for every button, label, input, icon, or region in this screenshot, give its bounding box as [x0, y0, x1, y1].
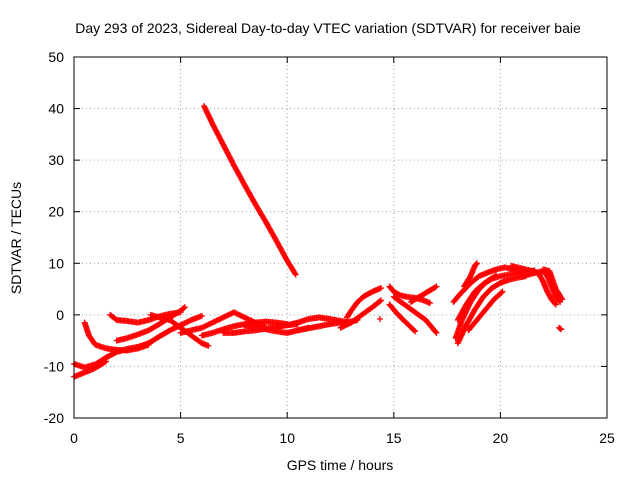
data-point	[291, 270, 298, 277]
data-point	[433, 329, 440, 336]
y-tick-label: 10	[48, 255, 64, 271]
x-tick-label: 25	[599, 430, 615, 446]
data-point	[412, 328, 419, 335]
series-arc-22-23	[540, 266, 566, 303]
data-point	[498, 289, 505, 296]
x-tick-label: 0	[70, 430, 78, 446]
data-point	[559, 296, 566, 303]
x-tick-label: 20	[493, 430, 509, 446]
series-arc-15-17a	[390, 293, 440, 336]
series-arc-rise-13	[343, 285, 385, 321]
data-point	[378, 297, 385, 304]
axis-ticks	[73, 56, 608, 419]
data-point	[499, 288, 506, 295]
series-arc-rise-13b	[337, 297, 385, 331]
series-point-22-8	[556, 324, 565, 333]
data-point	[473, 261, 480, 268]
series-arc-18-low	[454, 273, 529, 347]
data-point	[198, 312, 205, 319]
y-axis-label: SDTVAR / TECUs	[8, 182, 24, 294]
y-tick-label: 30	[48, 152, 64, 168]
plot-frame	[73, 56, 608, 419]
x-tick-label: 5	[177, 430, 185, 446]
data-point	[558, 326, 565, 333]
x-tick-label: 10	[279, 430, 295, 446]
y-tick-label: -20	[44, 410, 64, 426]
data-point	[557, 325, 564, 332]
data-series	[71, 102, 566, 380]
data-point	[473, 260, 480, 267]
data-point	[427, 299, 434, 306]
series-arc-19-neg	[465, 288, 506, 334]
series-arc-high-descent	[201, 102, 299, 278]
series-arc-15-16	[386, 283, 434, 306]
chart-title: Day 293 of 2023, Sidereal Day-to-day VTE…	[75, 20, 581, 36]
data-point	[433, 283, 440, 290]
series-arc-15-16b	[386, 301, 419, 335]
x-tick-label: 15	[386, 430, 402, 446]
series-arc-6-10	[198, 318, 291, 339]
data-point	[432, 284, 439, 291]
series-arc-18-5	[461, 260, 480, 290]
data-point	[493, 272, 500, 279]
data-point	[491, 273, 498, 280]
series-arc-21-23b	[508, 262, 559, 308]
data-point	[432, 328, 439, 335]
series-arc-16-17	[407, 283, 440, 305]
data-point	[558, 295, 565, 302]
y-tick-label: -10	[44, 358, 64, 374]
series-point-14-4	[376, 315, 383, 322]
grid-lines	[74, 57, 607, 418]
data-point	[376, 298, 383, 305]
data-point	[552, 301, 559, 308]
y-tick-label: 50	[48, 49, 64, 65]
tick-labels: 0 5 10 15 20 25 -20 -10 0 10 20 30 40 50	[44, 49, 615, 446]
data-point	[292, 271, 299, 278]
data-point	[180, 305, 187, 312]
data-point	[551, 300, 558, 307]
y-tick-label: 0	[56, 307, 64, 323]
data-point	[411, 327, 418, 334]
data-point	[181, 304, 188, 311]
x-axis-label: GPS time / hours	[287, 457, 394, 473]
series-arc-18-steep	[452, 272, 500, 342]
y-tick-label: 40	[48, 101, 64, 117]
data-point	[378, 285, 385, 292]
y-tick-label: 20	[48, 204, 64, 220]
data-point	[376, 315, 383, 322]
data-point	[205, 342, 212, 349]
